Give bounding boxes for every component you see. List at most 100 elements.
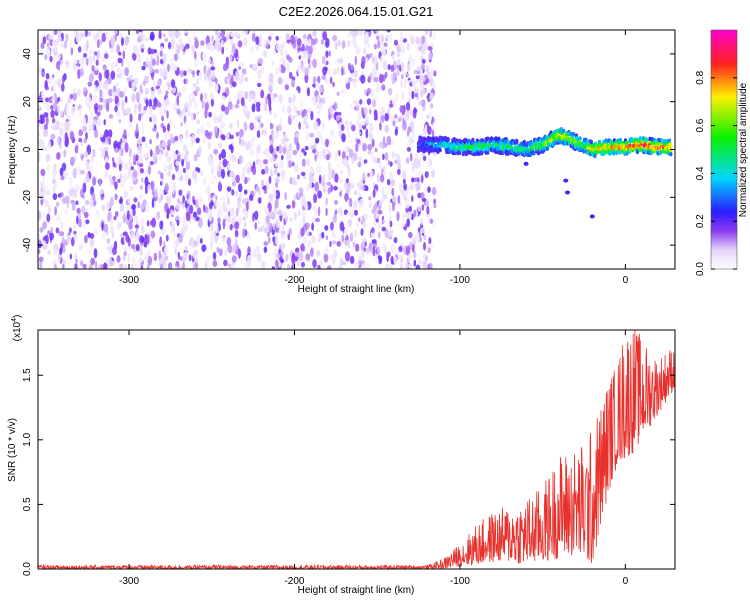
spectrogram-noise-cell [341, 124, 345, 131]
spectrogram-noise-cell [326, 181, 332, 186]
spectrogram-noise-cell [86, 58, 89, 66]
spectrogram-noise-cell [312, 235, 316, 244]
spectrogram-noise-cell [378, 231, 381, 239]
spectrogram-noise-cell [349, 149, 354, 159]
spectrogram-noise-cell [143, 106, 147, 111]
spectrogram-noise-cell [404, 211, 408, 218]
spectrogram-noise-cell [251, 103, 256, 113]
spectrogram-noise-cell [328, 136, 331, 144]
spectrogram-noise-cell [164, 37, 168, 42]
spectrogram-noise-cell [269, 110, 273, 115]
spectrogram-noise-cell [373, 109, 378, 117]
spectrogram-signal-cell [615, 150, 619, 156]
spectrogram-noise-cell [353, 209, 358, 216]
spectrogram-noise-cell [277, 208, 283, 216]
spectrogram-noise-cell [72, 87, 77, 94]
spectrogram-noise-cell [402, 219, 406, 227]
spectrogram-noise-cell [151, 197, 155, 208]
spectrogram-noise-cell [349, 255, 355, 264]
spectrogram-noise-cell [345, 178, 349, 184]
spectrogram-noise-cell [332, 240, 337, 245]
spectrogram-isolated-point [563, 178, 569, 183]
spectrogram-noise-cell [354, 229, 358, 238]
spectrogram-noise-cell [389, 33, 393, 44]
spectrogram-noise-cell [161, 228, 166, 235]
spectrogram-noise-cell [184, 245, 188, 252]
spectrogram-noise-cell [43, 128, 48, 138]
spectrogram-noise-cell [322, 148, 327, 159]
spectrogram-noise-cell [190, 92, 195, 98]
spectrogram-noise-cell [200, 40, 205, 46]
spectrogram-noise-cell [100, 263, 104, 269]
spectrogram-noise-cell [60, 221, 64, 230]
spectrogram-noise-cell [78, 59, 82, 65]
spectrogram-noise-cell [213, 115, 218, 124]
spectrogram-noise-cell [317, 190, 322, 199]
spectrogram-noise-cell [227, 244, 233, 253]
spectrogram-noise-cell [371, 138, 375, 148]
spectrogram-noise-cell [160, 263, 163, 269]
spectrogram-noise-cell [114, 95, 119, 104]
spectrogram-noise-cell [286, 204, 291, 209]
spectrogram-noise-cell [275, 189, 281, 200]
spectrogram-noise-cell [212, 251, 217, 260]
spectrogram-noise-cell [38, 152, 41, 163]
spectrogram-noise-cell [299, 220, 302, 230]
spectrogram-noise-cell [57, 78, 61, 88]
spectrogram-noise-cell [85, 160, 90, 171]
spectrogram-noise-cell [263, 246, 268, 253]
y-tick-label: 0 [22, 146, 33, 152]
spectrogram-noise-cell [260, 66, 265, 74]
spectrogram-noise-cell [367, 150, 372, 155]
spectrogram-noise-cell [184, 102, 189, 112]
spectrogram-noise-cell [187, 178, 192, 186]
spectrogram-noise-cell [404, 79, 407, 89]
spectrogram-noise-cell [145, 37, 150, 42]
spectrogram-noise-cell [351, 156, 355, 164]
spectrogram-noise-cell [144, 176, 149, 187]
spectrogram-noise-cell [142, 199, 147, 206]
spectrogram-signal-cell [668, 143, 672, 148]
spectrogram-noise-cell [285, 253, 289, 262]
spectrogram-signal-cell [545, 146, 550, 151]
spectrogram-noise-cell [124, 95, 128, 104]
spectrogram-noise-cell [234, 70, 240, 81]
spectrogram-noise-cell [136, 138, 142, 146]
spectrogram-noise-cell [47, 49, 51, 55]
spectrogram-noise-cell [111, 90, 117, 97]
spectrogram-noise-cell [91, 192, 96, 201]
spectrogram-noise-cell [52, 193, 58, 201]
spectrogram-noise-cell [130, 166, 134, 171]
spectrogram-noise-cell [225, 77, 230, 85]
spectrogram-noise-cell [418, 101, 423, 106]
spectrogram-noise-cell [113, 216, 117, 221]
spectrogram-noise-cell [101, 204, 105, 211]
spectrogram-noise-cell [389, 100, 393, 108]
spectrogram-noise-cell [131, 263, 134, 269]
spectrogram-noise-cell [314, 90, 319, 97]
spectrogram-noise-cell [67, 115, 72, 121]
spectrogram-noise-cell [332, 35, 337, 41]
spectrogram-noise-cell [196, 78, 200, 86]
spectrogram-noise-cell [85, 200, 90, 206]
spectrogram-noise-cell [356, 131, 362, 136]
spectrogram-noise-cell [360, 74, 366, 84]
spectrogram-noise-cell [257, 227, 263, 233]
spectrogram-noise-cell [275, 235, 279, 246]
spectrogram-noise-cell [301, 210, 307, 218]
spectrogram-noise-cell [251, 30, 257, 33]
spectrogram-noise-cell [74, 262, 78, 269]
spectrogram-noise-cell [118, 51, 122, 56]
spectrogram-noise-cell [291, 200, 296, 209]
spectrogram-noise-cell [431, 169, 436, 178]
spectrogram-noise-cell [238, 65, 242, 71]
spectrogram-noise-cell [227, 55, 233, 62]
spectrogram-noise-cell [42, 36, 47, 45]
spectrogram-noise-cell [162, 67, 168, 78]
spectrogram-noise-cell [162, 102, 166, 108]
spectrogram-noise-cell [266, 93, 271, 100]
spectrogram-noise-cell [182, 195, 185, 204]
spectrogram-noise-cell [367, 43, 370, 48]
x-tick-label: -300 [119, 275, 139, 286]
spectrogram-noise-cell [61, 236, 65, 245]
